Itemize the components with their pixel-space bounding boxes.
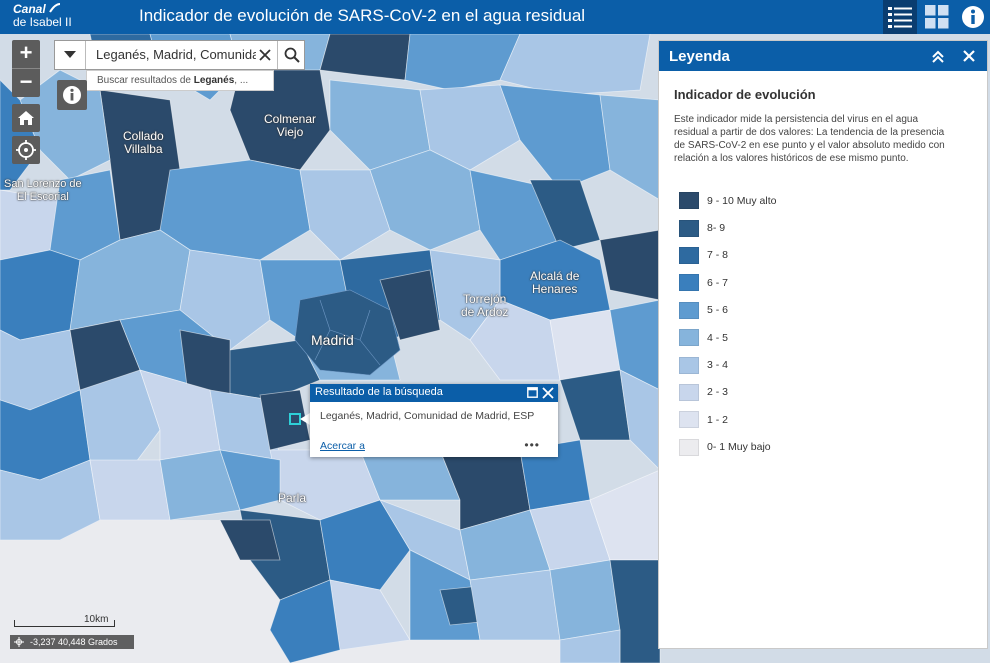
zoom-control: + − [12, 40, 40, 97]
legend-item: 5 - 6 [679, 297, 776, 324]
popup-title: Resultado de la búsqueda [315, 386, 443, 398]
city-label-parla: Parla [278, 491, 307, 505]
legend-swatch [679, 356, 699, 374]
home-button[interactable] [12, 104, 40, 132]
crosshair-icon [14, 637, 24, 647]
legend-item-label: 6 - 7 [707, 276, 729, 289]
legend-panel: Leyenda Indicador de evolución Este indi… [658, 40, 988, 649]
suggest-prefix: Buscar resultados de [97, 75, 194, 86]
popup-body: Leganés, Madrid, Comunidad de Madrid, ES… [320, 410, 535, 422]
legend-item-label: 4 - 5 [707, 331, 729, 344]
legend-button[interactable] [883, 0, 917, 34]
legend-swatch [679, 329, 699, 347]
suggest-suffix: , ... [234, 75, 249, 86]
search-result-popup: Resultado de la búsqueda Leganés, Madrid… [310, 384, 558, 457]
logo-swoosh-icon [49, 3, 61, 13]
search-suggestion[interactable]: Buscar resultados de Leganés, ... [86, 70, 274, 91]
legend-item-label: 8- 9 [707, 222, 726, 235]
legend-swatch [679, 383, 699, 401]
search-widget: Leganés, Madrid, Comunidad de Madrid, ES… [54, 40, 305, 70]
legend-title: Leyenda [669, 48, 730, 65]
legend-item: 8- 9 [679, 214, 776, 241]
logo-line2: de Isabel II [13, 15, 72, 29]
legend-swatch [679, 274, 699, 292]
map-info-button[interactable] [57, 80, 87, 110]
close-icon [259, 49, 271, 61]
legend-item-label: 9 - 10 Muy alto [707, 194, 777, 207]
basemap-grid-icon [925, 5, 949, 29]
city-label-sanlorenzo: San Lorenzo de El Escorial [4, 178, 82, 203]
search-source-dropdown[interactable] [55, 41, 86, 69]
legend-header: Leyenda [659, 41, 987, 71]
legend-item: 0- 1 Muy bajo [679, 434, 776, 461]
search-icon [284, 47, 300, 63]
maximize-icon[interactable] [527, 387, 538, 398]
legend-item-label: 1 - 2 [707, 413, 729, 426]
city-label-alcala: Alcalá de Henares [530, 269, 580, 296]
popup-header: Resultado de la búsqueda [310, 384, 558, 402]
city-label-collado: Collado Villalba [123, 129, 164, 156]
info-icon [63, 86, 81, 104]
canal-logo: Canal de Isabel II [13, 3, 77, 31]
legend-item: 7 - 8 [679, 242, 776, 269]
popup-more-menu[interactable]: ••• [524, 438, 540, 452]
clear-search-button[interactable] [255, 45, 275, 65]
locate-crosshair-icon [16, 140, 36, 160]
legend-item-label: 3 - 4 [707, 359, 729, 372]
city-label-madrid: Madrid [311, 332, 354, 348]
legend-item: 3 - 4 [679, 351, 776, 378]
legend-swatch [679, 219, 699, 237]
legend-swatch [679, 246, 699, 264]
collapse-chevron-up-icon[interactable] [931, 50, 945, 63]
legend-swatch [679, 411, 699, 429]
scale-tick-left [14, 620, 15, 627]
legend-list-icon [888, 7, 912, 28]
popup-pointer [300, 413, 310, 425]
scale-tick-right [114, 620, 115, 627]
zoom-to-link[interactable]: Acercar a [320, 440, 365, 452]
caret-down-icon [64, 51, 76, 58]
legend-item-label: 5 - 6 [707, 304, 729, 317]
zoom-in-button[interactable]: + [19, 40, 33, 65]
legend-item: 9 - 10 Muy alto [679, 187, 776, 214]
legend-item: 6 - 7 [679, 269, 776, 296]
legend-item-label: 2 - 3 [707, 386, 729, 399]
city-label-colmenar: Colmenar Viejo [264, 112, 317, 139]
legend-heading: Indicador de evolución [674, 87, 816, 102]
legend-item-label: 0- 1 Muy bajo [707, 441, 771, 454]
scale-bar [14, 614, 115, 628]
legend-item: 4 - 5 [679, 324, 776, 351]
scale-label: 10km [84, 614, 109, 625]
logo-line1: Canal [13, 2, 46, 16]
legend-swatch [679, 301, 699, 319]
legend-item: 1 - 2 [679, 406, 776, 433]
about-info-icon [962, 6, 984, 28]
legend-item: 2 - 3 [679, 379, 776, 406]
legend-swatch [679, 438, 699, 456]
legend-item-label: 7 - 8 [707, 249, 729, 262]
coordinates-text: -3,237 40,448 Grados [30, 637, 118, 647]
search-input[interactable]: Leganés, Madrid, Comunidad de Madrid, ES… [96, 47, 256, 62]
city-label-torrejon: Torrejón de Ardoz [461, 292, 509, 319]
about-button[interactable] [956, 0, 990, 34]
basemap-button[interactable] [920, 0, 954, 34]
locate-button[interactable] [12, 136, 40, 164]
suggest-term: Leganés [193, 75, 235, 86]
home-icon [18, 111, 34, 125]
search-button[interactable] [277, 41, 305, 69]
app-header: Canal de Isabel II Indicador de evolució… [0, 0, 990, 34]
app-title: Indicador de evolución de SARS-CoV-2 en … [139, 6, 586, 25]
legend-swatch [679, 192, 699, 210]
legend-close-icon[interactable] [963, 50, 975, 62]
legend-items: 9 - 10 Muy alto 8- 9 7 - 8 6 - 7 5 - 6 4 - 5 3… [679, 187, 776, 461]
popup-close-icon[interactable] [542, 386, 554, 399]
coordinate-readout[interactable]: -3,237 40,448 Grados [10, 635, 134, 649]
zoom-out-button[interactable]: − [19, 69, 33, 94]
zoom-separator [12, 68, 40, 69]
scale-line [14, 626, 114, 627]
legend-description: Este indicador mide la persistencia del … [674, 114, 945, 164]
